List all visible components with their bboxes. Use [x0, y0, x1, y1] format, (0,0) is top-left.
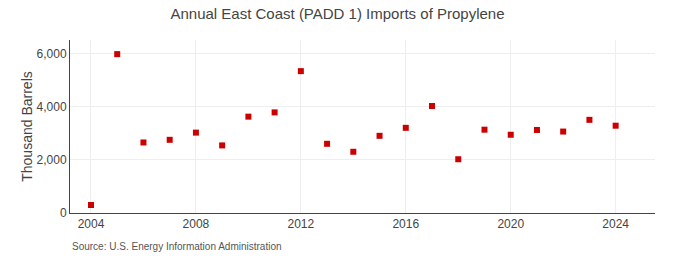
svg-text:2024: 2024 [602, 217, 629, 231]
svg-text:2008: 2008 [183, 217, 210, 231]
svg-text:2016: 2016 [392, 217, 419, 231]
svg-text:Annual East Coast (PADD 1) Imp: Annual East Coast (PADD 1) Imports of Pr… [170, 5, 504, 22]
svg-text:Source: U.S. Energy Informatio: Source: U.S. Energy Information Administ… [72, 241, 282, 252]
svg-text:2004: 2004 [78, 217, 105, 231]
svg-text:2020: 2020 [497, 217, 524, 231]
svg-text:0: 0 [60, 206, 67, 220]
svg-text:4,000: 4,000 [37, 100, 67, 114]
svg-text:Thousand Barrels: Thousand Barrels [19, 71, 35, 182]
svg-text:6,000: 6,000 [37, 47, 67, 61]
svg-text:2,000: 2,000 [37, 153, 67, 167]
svg-text:2012: 2012 [287, 217, 314, 231]
